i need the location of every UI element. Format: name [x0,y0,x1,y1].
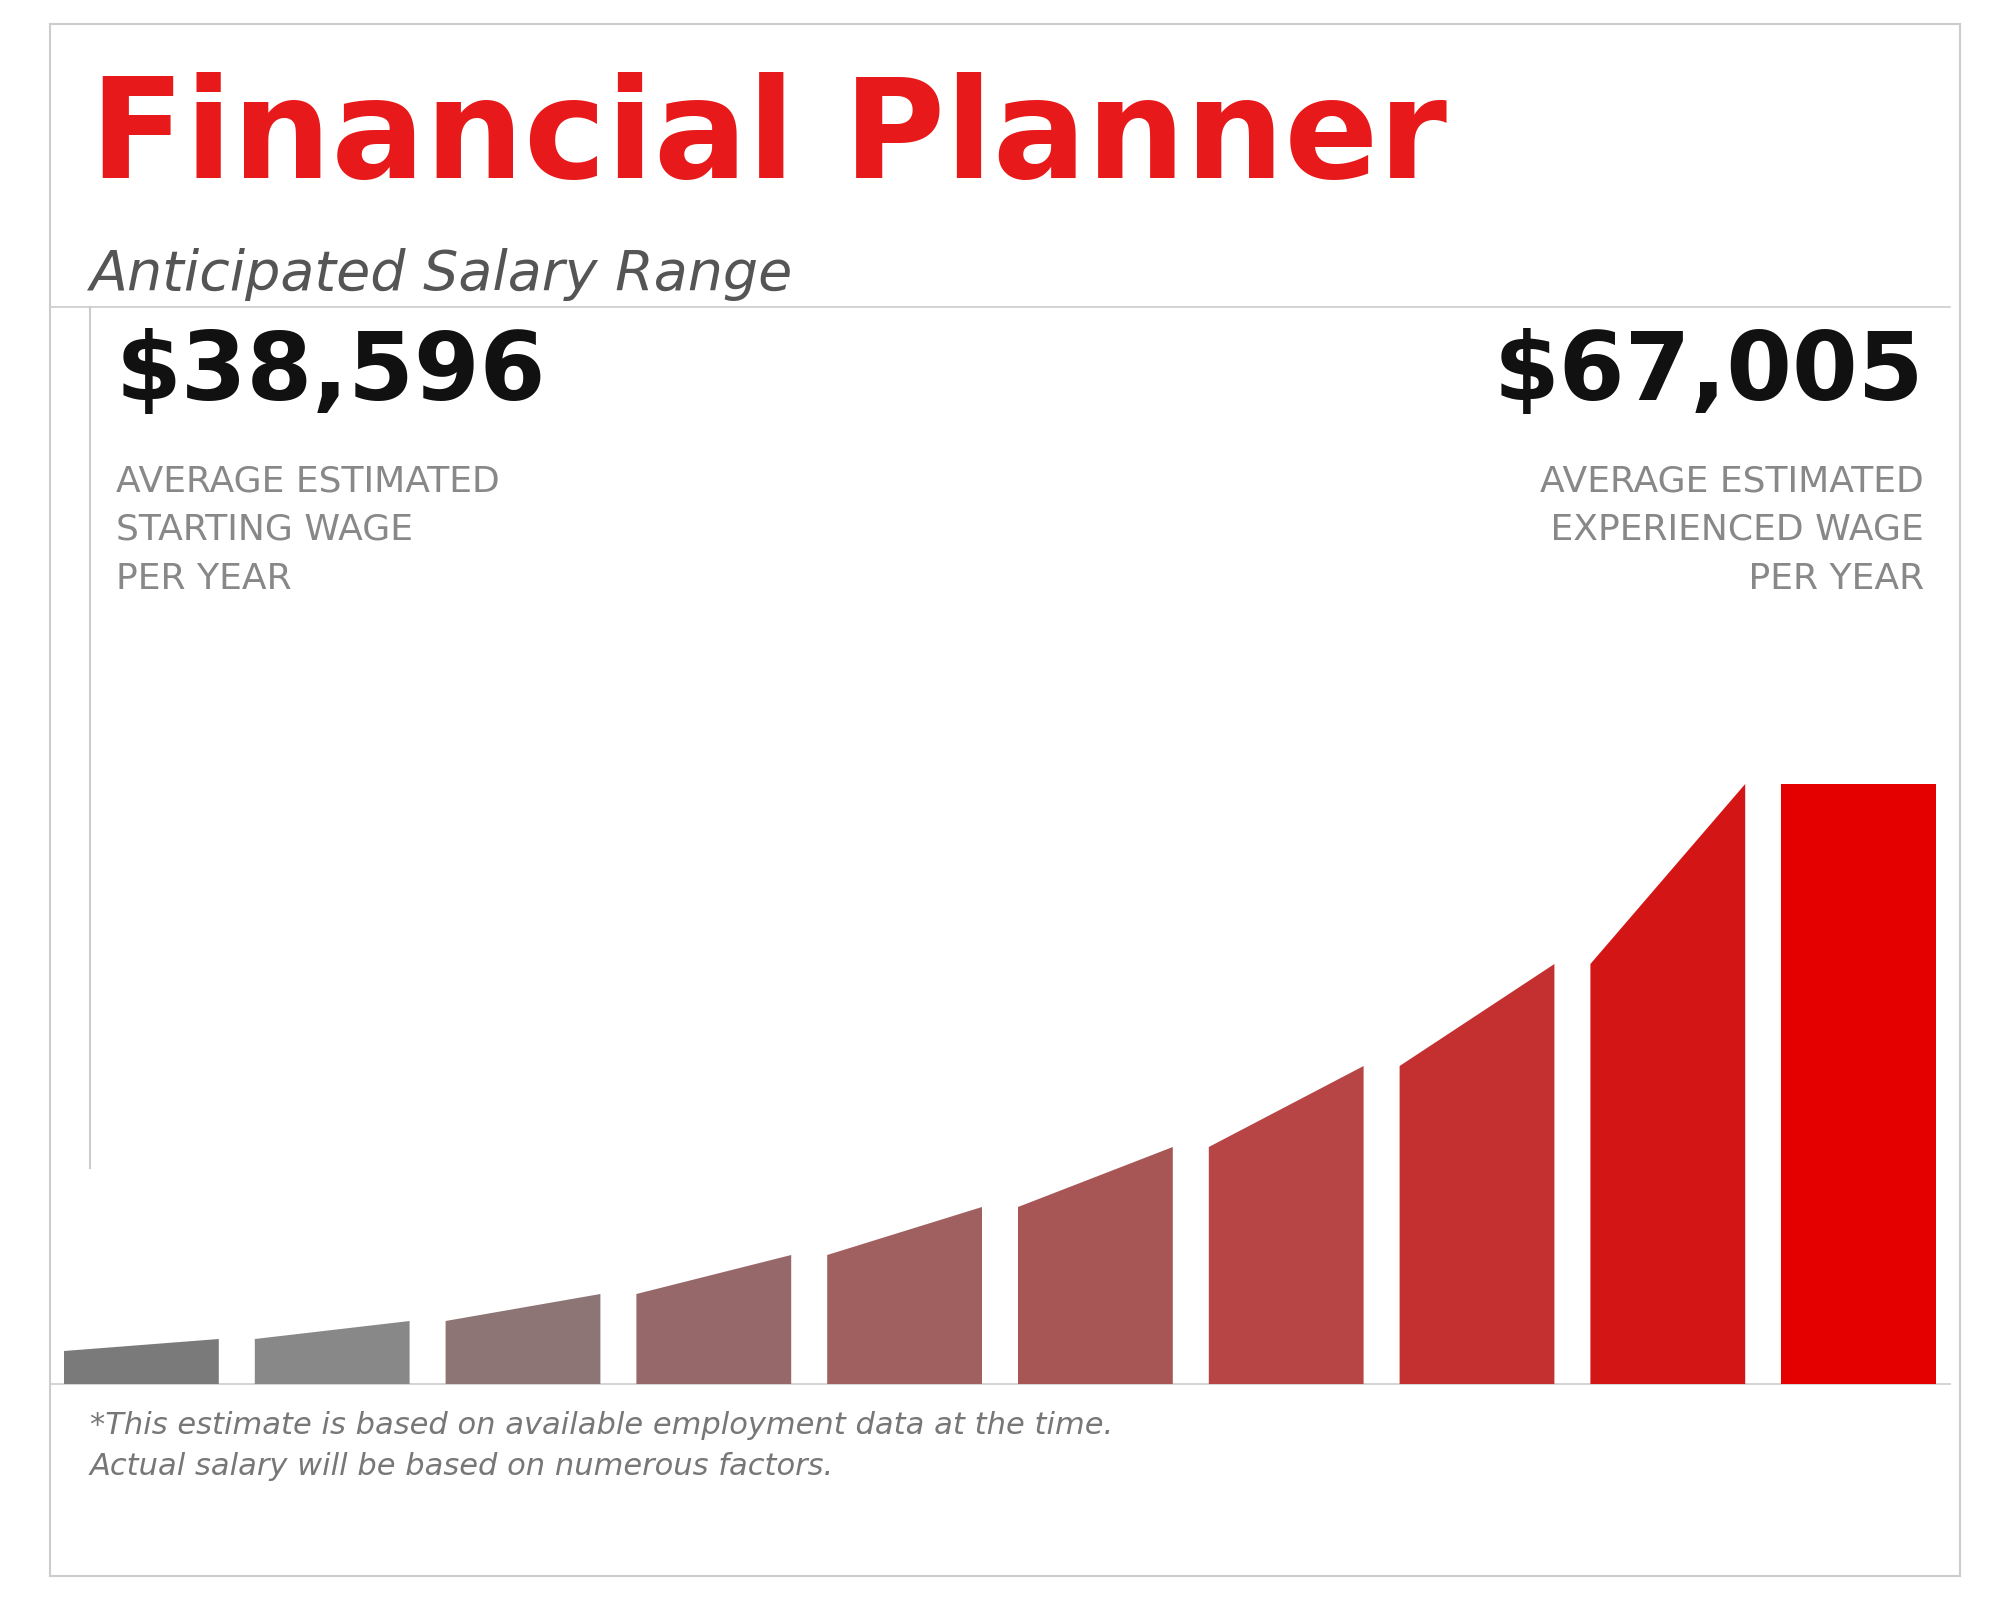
Text: Financial Planner: Financial Planner [90,72,1448,206]
Text: *This estimate is based on available employment data at the time.
Actual salary : *This estimate is based on available emp… [90,1411,1114,1480]
Text: Anticipated Salary Range: Anticipated Salary Range [90,248,794,301]
Text: AVERAGE ESTIMATED
STARTING WAGE
PER YEAR: AVERAGE ESTIMATED STARTING WAGE PER YEAR [116,464,500,595]
Text: $67,005: $67,005 [1494,328,1924,419]
Text: AVERAGE ESTIMATED
 EXPERIENCED WAGE
 PER YEAR: AVERAGE ESTIMATED EXPERIENCED WAGE PER Y… [1540,464,1924,595]
Text: $38,596: $38,596 [116,328,546,419]
